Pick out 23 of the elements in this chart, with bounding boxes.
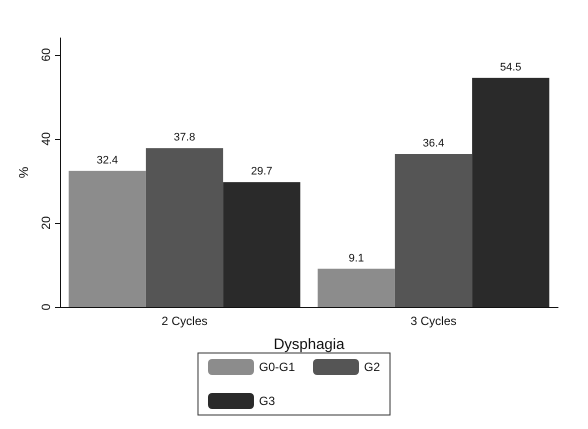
bar: [223, 182, 300, 307]
y-tick-label: 40: [39, 132, 53, 146]
legend-label: G3: [258, 394, 276, 408]
bar: [146, 148, 224, 307]
data-label: 37.8: [174, 132, 196, 144]
bar: [68, 170, 146, 307]
legend-label: G2: [364, 360, 380, 374]
y-tick-label: 20: [39, 216, 53, 230]
data-label: 9.1: [348, 252, 364, 264]
data-label: 32.4: [96, 154, 118, 166]
y-axis-title: %: [16, 166, 31, 178]
data-label: 29.7: [250, 166, 272, 178]
bar: [472, 78, 550, 307]
y-tick-label: 60: [39, 48, 53, 62]
x-tick-label: 3 Cycles: [410, 314, 457, 328]
legend-label: G0-G1: [258, 360, 296, 374]
x-tick-label: 2 Cycles: [161, 314, 208, 328]
data-label: 54.5: [500, 61, 522, 74]
y-tick-label: 0: [39, 303, 53, 310]
x-axis-title: Dysphagia: [274, 336, 346, 353]
bar: [394, 154, 472, 307]
data-label: 36.4: [422, 138, 444, 150]
bar: [318, 268, 395, 307]
